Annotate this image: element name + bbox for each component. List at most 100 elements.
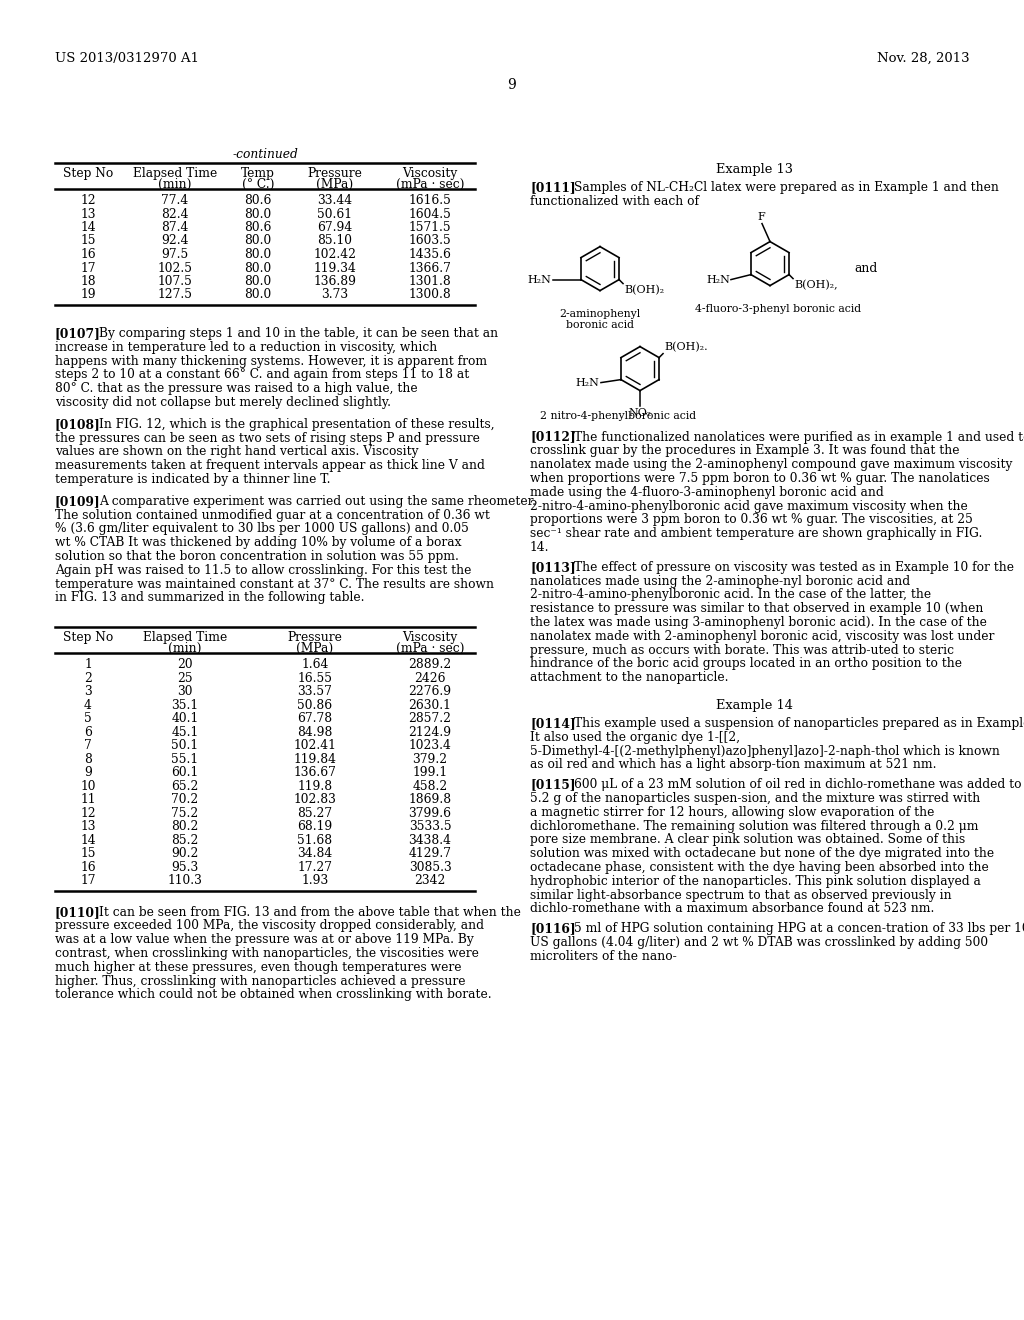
Text: 50.61: 50.61 [317,207,352,220]
Text: It also used the organic dye 1-[[2,: It also used the organic dye 1-[[2, [530,731,740,743]
Text: 1603.5: 1603.5 [409,235,452,248]
Text: 110.3: 110.3 [168,874,203,887]
Text: 119.8: 119.8 [297,780,333,793]
Text: This example used a suspension of nanoparticles prepared as in Example 1.: This example used a suspension of nanopa… [573,717,1024,730]
Text: 33.57: 33.57 [298,685,333,698]
Text: viscosity did not collapse but merely declined slightly.: viscosity did not collapse but merely de… [55,396,391,409]
Text: (mPa · sec): (mPa · sec) [395,178,464,191]
Text: 12: 12 [80,194,96,207]
Text: Example 13: Example 13 [716,162,793,176]
Text: 2889.2: 2889.2 [409,659,452,671]
Text: temperature is indicated by a thinner line T.: temperature is indicated by a thinner li… [55,473,331,486]
Text: tolerance which could not be obtained when crosslinking with borate.: tolerance which could not be obtained wh… [55,989,492,1002]
Text: values are shown on the right hand vertical axis. Viscosity: values are shown on the right hand verti… [55,445,419,458]
Text: 15: 15 [80,847,96,861]
Text: 84.98: 84.98 [297,726,333,739]
Text: 2-nitro-4-amino-phenylboronic acid gave maximum viscosity when the: 2-nitro-4-amino-phenylboronic acid gave … [530,499,968,512]
Text: 1301.8: 1301.8 [409,275,452,288]
Text: solution was mixed with octadecane but none of the dye migrated into the: solution was mixed with octadecane but n… [530,847,994,861]
Text: [0113]: [0113] [530,561,575,574]
Text: wt % CTAB It was thickened by adding 10% by volume of a borax: wt % CTAB It was thickened by adding 10%… [55,536,462,549]
Text: Temp: Temp [241,168,274,180]
Text: 15: 15 [80,235,96,248]
Text: 50.1: 50.1 [171,739,199,752]
Text: Viscosity: Viscosity [402,631,458,644]
Text: [0115]: [0115] [530,779,575,791]
Text: H₂N: H₂N [527,275,551,285]
Text: Nov. 28, 2013: Nov. 28, 2013 [878,51,970,65]
Text: Pressure: Pressure [307,168,362,180]
Text: functionalized with each of: functionalized with each of [530,195,699,207]
Text: 3799.6: 3799.6 [409,807,452,820]
Text: B(OH)₂,: B(OH)₂, [794,280,838,290]
Text: 70.2: 70.2 [171,793,199,807]
Text: In FIG. 12, which is the graphical presentation of these results,: In FIG. 12, which is the graphical prese… [98,418,495,430]
Text: 14: 14 [80,220,96,234]
Text: 2-nitro-4-amino-phenylboronic acid. In the case of the latter, the: 2-nitro-4-amino-phenylboronic acid. In t… [530,589,931,602]
Text: 1366.7: 1366.7 [409,261,452,275]
Text: 92.4: 92.4 [161,235,188,248]
Text: 16: 16 [80,248,96,261]
Text: 119.34: 119.34 [313,261,356,275]
Text: (MPa): (MPa) [296,643,334,655]
Text: US 2013/0312970 A1: US 2013/0312970 A1 [55,51,199,65]
Text: 20: 20 [177,659,193,671]
Text: 4-fluoro-3-phenyl boronic acid: 4-fluoro-3-phenyl boronic acid [695,304,861,314]
Text: Viscosity: Viscosity [402,168,458,180]
Text: 5: 5 [84,713,92,725]
Text: 600 μL of a 23 mM solution of oil red in dichlo-romethane was added to: 600 μL of a 23 mM solution of oil red in… [573,779,1021,791]
Text: 82.4: 82.4 [161,207,188,220]
Text: 13: 13 [80,207,96,220]
Text: 102.41: 102.41 [294,739,337,752]
Text: 80.0: 80.0 [245,235,271,248]
Text: 458.2: 458.2 [413,780,447,793]
Text: pressure, much as occurs with borate. This was attrib-uted to steric: pressure, much as occurs with borate. Th… [530,644,954,656]
Text: 136.67: 136.67 [294,766,337,779]
Text: 45.1: 45.1 [171,726,199,739]
Text: (min): (min) [159,178,191,191]
Text: 80.6: 80.6 [245,194,271,207]
Text: boronic acid: boronic acid [566,319,634,330]
Text: proportions were 3 ppm boron to 0.36 wt % guar. The viscosities, at 25: proportions were 3 ppm boron to 0.36 wt … [530,513,973,527]
Text: US gallons (4.04 g/liter) and 2 wt % DTAB was crosslinked by adding 500: US gallons (4.04 g/liter) and 2 wt % DTA… [530,936,988,949]
Text: 3533.5: 3533.5 [409,820,452,833]
Text: as oil red and which has a light absorp-tion maximum at 521 nm.: as oil red and which has a light absorp-… [530,759,937,771]
Text: 80.0: 80.0 [245,289,271,301]
Text: 2 nitro-4-phenylboronic acid: 2 nitro-4-phenylboronic acid [540,411,696,421]
Text: a magnetic stirrer for 12 hours, allowing slow evaporation of the: a magnetic stirrer for 12 hours, allowin… [530,805,934,818]
Text: 1: 1 [84,659,92,671]
Text: 1604.5: 1604.5 [409,207,452,220]
Text: 3: 3 [84,685,92,698]
Text: was at a low value when the pressure was at or above 119 MPa. By: was at a low value when the pressure was… [55,933,474,946]
Text: pressure exceeded 100 MPa, the viscosity dropped considerably, and: pressure exceeded 100 MPa, the viscosity… [55,920,484,932]
Text: made using the 4-fluoro-3-aminophenyl boronic acid and: made using the 4-fluoro-3-aminophenyl bo… [530,486,884,499]
Text: 95.3: 95.3 [171,861,199,874]
Text: 90.2: 90.2 [171,847,199,861]
Text: 16.55: 16.55 [298,672,333,685]
Text: 1.64: 1.64 [301,659,329,671]
Text: 2: 2 [84,672,92,685]
Text: Elapsed Time: Elapsed Time [143,631,227,644]
Text: nanolatices made using the 2-aminophe-nyl boronic acid and: nanolatices made using the 2-aminophe-ny… [530,574,910,587]
Text: 1571.5: 1571.5 [409,220,452,234]
Text: steps 2 to 10 at a constant 66° C. and again from steps 11 to 18 at: steps 2 to 10 at a constant 66° C. and a… [55,368,469,381]
Text: 1616.5: 1616.5 [409,194,452,207]
Text: hydrophobic interior of the nanoparticles. This pink solution displayed a: hydrophobic interior of the nanoparticle… [530,875,981,888]
Text: [0110]: [0110] [55,906,100,919]
Text: and: and [854,263,878,275]
Text: 67.94: 67.94 [317,220,352,234]
Text: (mPa · sec): (mPa · sec) [395,643,464,655]
Text: 1023.4: 1023.4 [409,739,452,752]
Text: -continued: -continued [232,148,298,161]
Text: 80.0: 80.0 [245,261,271,275]
Text: similar light-absorbance spectrum to that as observed previously in: similar light-absorbance spectrum to tha… [530,888,951,902]
Text: 1.93: 1.93 [301,874,329,887]
Text: 85.10: 85.10 [317,235,352,248]
Text: 67.78: 67.78 [297,713,333,725]
Text: (° C.): (° C.) [242,178,274,191]
Text: 3.73: 3.73 [322,289,348,301]
Text: 14: 14 [80,834,96,846]
Text: the latex was made using 3-aminophenyl boronic acid). In the case of the: the latex was made using 3-aminophenyl b… [530,616,987,630]
Text: [0114]: [0114] [530,717,575,730]
Text: 19: 19 [80,289,96,301]
